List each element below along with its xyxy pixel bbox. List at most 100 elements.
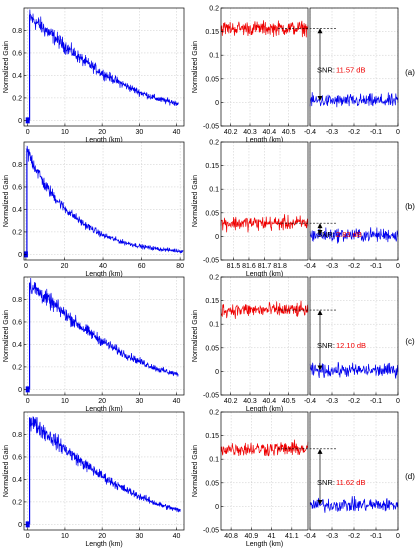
zoom-fiber-ytick-label: 0.05: [205, 480, 219, 487]
overview-xtick-label: 0: [24, 263, 28, 270]
zoom-fiber-ytick-label: 0.1: [209, 322, 219, 329]
zoom-noise-xtick-label: 0: [396, 533, 400, 540]
zoom-fiber-plot-area: [221, 277, 308, 395]
overview-ytick-label: 0.8: [12, 432, 22, 439]
overview-zero-marker: [25, 521, 30, 528]
zoom-fiber-ytick-label: 0.05: [205, 345, 219, 352]
overview-plot-area: [24, 8, 184, 126]
overview-xtick-label: 0: [26, 398, 30, 405]
overview-ytick-label: 0.4: [12, 73, 22, 80]
zoom-fiber-xtick-label: 81.5: [227, 263, 241, 270]
zoom-fiber-frame: [220, 276, 309, 396]
overview-xtick-label: 10: [61, 129, 69, 136]
snr-value: 12.10 dB: [336, 341, 366, 350]
zoom-fiber-y-axis-label: Normalized Gain: [192, 41, 199, 93]
zoom-fiber-frame: [220, 411, 309, 531]
zoom-noise-trace: [309, 361, 399, 379]
overview-xtick-label: 0: [26, 533, 30, 540]
overview-x-axis-label: Length (km): [85, 137, 122, 144]
zoom-noise-xtick-label: -0.2: [348, 129, 360, 136]
zoom-fiber-trace: [220, 300, 309, 319]
overview-xtick-label: 10: [61, 533, 69, 540]
snr-arrow-head-up: [317, 310, 323, 316]
zoom-noise-xtick-label: -0.2: [348, 263, 360, 270]
zoom-fiber-y-axis-label: Normalized Gain: [192, 445, 199, 497]
zoom-fiber-ytick-label: 0.15: [205, 298, 219, 305]
zoom-fiber-ytick-label: 0.15: [205, 163, 219, 170]
zoom-noise-xtick-label: -0.1: [370, 129, 382, 136]
overview-xtick-label: 30: [135, 533, 143, 540]
zoom-fiber-xtick-label: 41: [268, 533, 276, 540]
row-label: (c): [405, 337, 415, 346]
overview-ytick-label: 0.8: [12, 297, 22, 304]
overview-xtick-label: 60: [138, 263, 146, 270]
overview-x-axis-label: Length (km): [85, 271, 122, 278]
zoom-fiber-ytick-label: 0.2: [209, 410, 219, 417]
zoom-fiber-ytick-label: 0.05: [205, 210, 219, 217]
overview-y-axis-label: Normalized Gain: [3, 310, 10, 362]
snr-label: SNR:: [317, 66, 335, 75]
overview-y-axis-label: Normalized Gain: [3, 175, 10, 227]
overview-frame: [23, 7, 185, 127]
zoom-fiber-ytick-label: 0.15: [205, 29, 219, 36]
zoom-noise-xtick-label: -0.2: [348, 533, 360, 540]
zoom-fiber-ytick-label: -0.05: [203, 393, 219, 400]
overview-xtick-label: 0: [26, 129, 30, 136]
overview-trace: [29, 277, 179, 377]
snr-arrow-head-up: [317, 448, 323, 454]
row-label: (d): [405, 472, 415, 481]
zoom-noise-plot-area: [310, 8, 398, 126]
zoom-fiber-ytick-label: 0.2: [209, 140, 219, 147]
zoom-fiber-y-axis-label: Normalized Gain: [192, 175, 199, 227]
overview-trace: [29, 416, 181, 513]
overview-frame: [23, 141, 185, 261]
zoom-fiber-ytick-label: 0: [215, 504, 219, 511]
zoom-fiber-xtick-label: 40.4: [263, 129, 277, 136]
snr-label: SNR:: [317, 341, 335, 350]
zoom-fiber-ytick-label: 0: [215, 100, 219, 107]
overview-trace: [29, 9, 179, 106]
zoom-fiber-ytick-label: 0.2: [209, 6, 219, 13]
zoom-noise-xtick-label: 0: [396, 129, 400, 136]
zoom-fiber-xtick-label: 40.3: [243, 398, 257, 405]
row-label: (a): [405, 68, 415, 77]
snr-arrow-head-down: [317, 365, 323, 371]
overview-xtick-label: 20: [98, 533, 106, 540]
zoom-fiber-xtick-label: 81.8: [273, 263, 287, 270]
snr-arrow-head-down: [317, 499, 323, 505]
overview-ytick-label: 0.2: [12, 95, 22, 102]
overview-frame: [23, 411, 185, 531]
overview-ytick-label: 0.8: [12, 162, 22, 169]
snr-value: 11.57 dB: [336, 66, 365, 75]
zoom-fiber-trace: [220, 214, 309, 233]
zoom-noise-xtick-label: 0: [396, 398, 400, 405]
zoom-fiber-xtick-label: 40.5: [282, 398, 296, 405]
zoom-fiber-ytick-label: 0.05: [205, 76, 219, 83]
overview-ytick-label: 0.2: [12, 229, 22, 236]
snr-label: SNR:: [317, 478, 335, 487]
zoom-fiber-xtick-label: 40.9: [245, 533, 259, 540]
overview-xtick-label: 20: [61, 263, 69, 270]
zoom-noise-xtick-label: -0.4: [304, 533, 316, 540]
zoom-fiber-ytick-label: 0.2: [209, 275, 219, 282]
zoom-fiber-xtick-label: 40.8: [224, 533, 238, 540]
zoom-fiber-ytick-label: 0.15: [205, 433, 219, 440]
zoom-fiber-xtick-label: 40.2: [224, 398, 238, 405]
overview-ytick-label: 0.2: [12, 364, 22, 371]
zoom-fiber-plot-area: [221, 8, 308, 126]
zoom-fiber-ytick-label: 0.1: [209, 53, 219, 60]
zoom-fiber-xtick-label: 81.6: [242, 263, 256, 270]
zoom-fiber-xtick-label: 40.5: [282, 129, 296, 136]
overview-ytick-label: 0.6: [12, 319, 22, 326]
zoom-noise-plot-area: [310, 142, 398, 260]
snr-value: 2.83 dB: [336, 230, 362, 239]
snr-arrow-head-up: [317, 28, 323, 34]
overview-ytick-label: 0.8: [12, 28, 22, 35]
zoom-fiber-x-axis-label: Length (km): [246, 541, 283, 548]
zoom-fiber-x-axis-label: Length (km): [246, 271, 283, 278]
snr-value: 11.62 dB: [336, 478, 365, 487]
zoom-fiber-ytick-label: 0: [215, 369, 219, 376]
zoom-fiber-xtick-label: 40.2: [224, 129, 238, 136]
overview-xtick-label: 20: [98, 398, 106, 405]
snr-arrow-head-down: [317, 95, 323, 101]
